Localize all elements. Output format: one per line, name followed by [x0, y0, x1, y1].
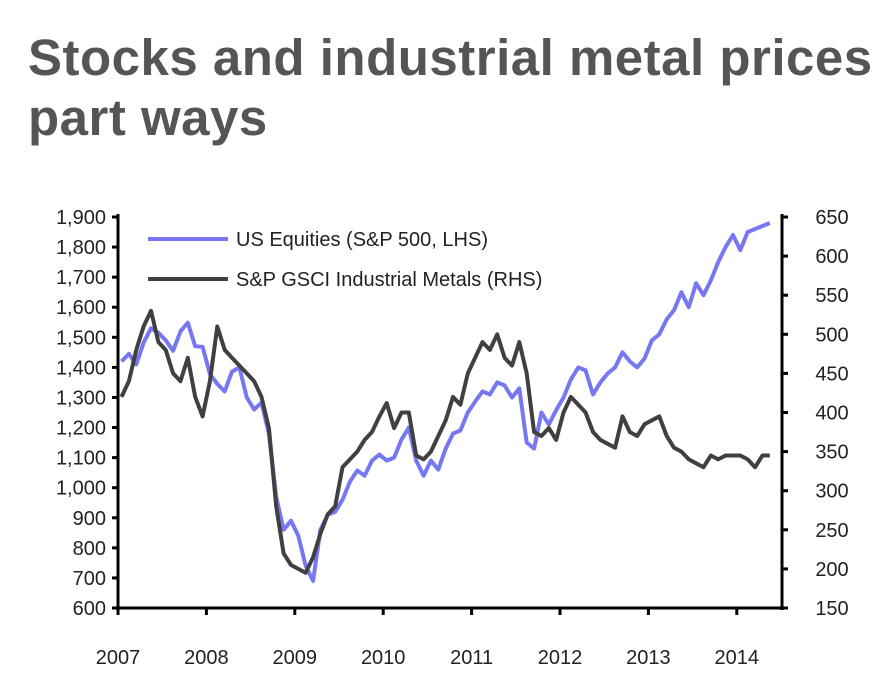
right-tick-label: 200: [815, 559, 848, 581]
x-tick-label: 2014: [715, 647, 760, 669]
right-tick-label: 500: [815, 324, 848, 346]
right-tick-label: 300: [815, 481, 848, 503]
left-tick-label: 1,900: [56, 207, 106, 229]
right-tick-label: 550: [815, 285, 848, 307]
left-tick-label: 1,800: [56, 237, 106, 259]
x-tick-label: 2010: [361, 647, 406, 669]
x-tick-label: 2012: [538, 647, 583, 669]
left-tick-label: 1,500: [56, 327, 106, 349]
x-tick-label: 2007: [96, 647, 141, 669]
left-tick-label: 1,700: [56, 267, 106, 289]
axes: 600 700 800 900 1,000 1,100 1,200 1,300 1,400 1,5…: [56, 207, 849, 669]
left-tick-label: 1,300: [56, 387, 106, 409]
left-tick-label: 1,200: [56, 418, 106, 440]
x-tick-label: 2009: [273, 647, 318, 669]
x-tick-label: 2008: [184, 647, 229, 669]
right-tick-label: 250: [815, 520, 848, 542]
legend-label-metals: S&P GSCI Industrial Metals (RHS): [236, 269, 542, 291]
right-tick-label: 650: [815, 207, 848, 229]
left-tick-label: 800: [73, 538, 106, 560]
left-tick-label: 900: [73, 508, 106, 530]
x-tick-label: 2013: [626, 647, 671, 669]
line-industrial-metals: [119, 308, 770, 575]
x-tick-label: 2011: [450, 647, 493, 669]
left-tick-label: 1,100: [56, 448, 106, 470]
left-tick-label: 1,600: [56, 297, 106, 319]
left-tick-label: 600: [73, 598, 106, 620]
right-tick-label: 450: [815, 363, 848, 385]
left-tick-label: 1,000: [56, 478, 106, 500]
legend-label-sp500: US Equities (S&P 500, LHS): [236, 229, 488, 251]
legend: US Equities (S&P 500, LHS) S&P GSCI Indu…: [148, 229, 542, 291]
right-tick-label: 600: [815, 246, 848, 268]
right-tick-label: 350: [815, 442, 848, 464]
right-tick-label: 400: [815, 403, 848, 425]
chart-title: Stocks and industrial metal prices part …: [28, 29, 873, 146]
left-tick-label: 700: [73, 568, 106, 590]
right-tick-label: 150: [815, 598, 848, 620]
left-tick-label: 1,400: [56, 357, 106, 379]
series-lines: [119, 221, 771, 583]
